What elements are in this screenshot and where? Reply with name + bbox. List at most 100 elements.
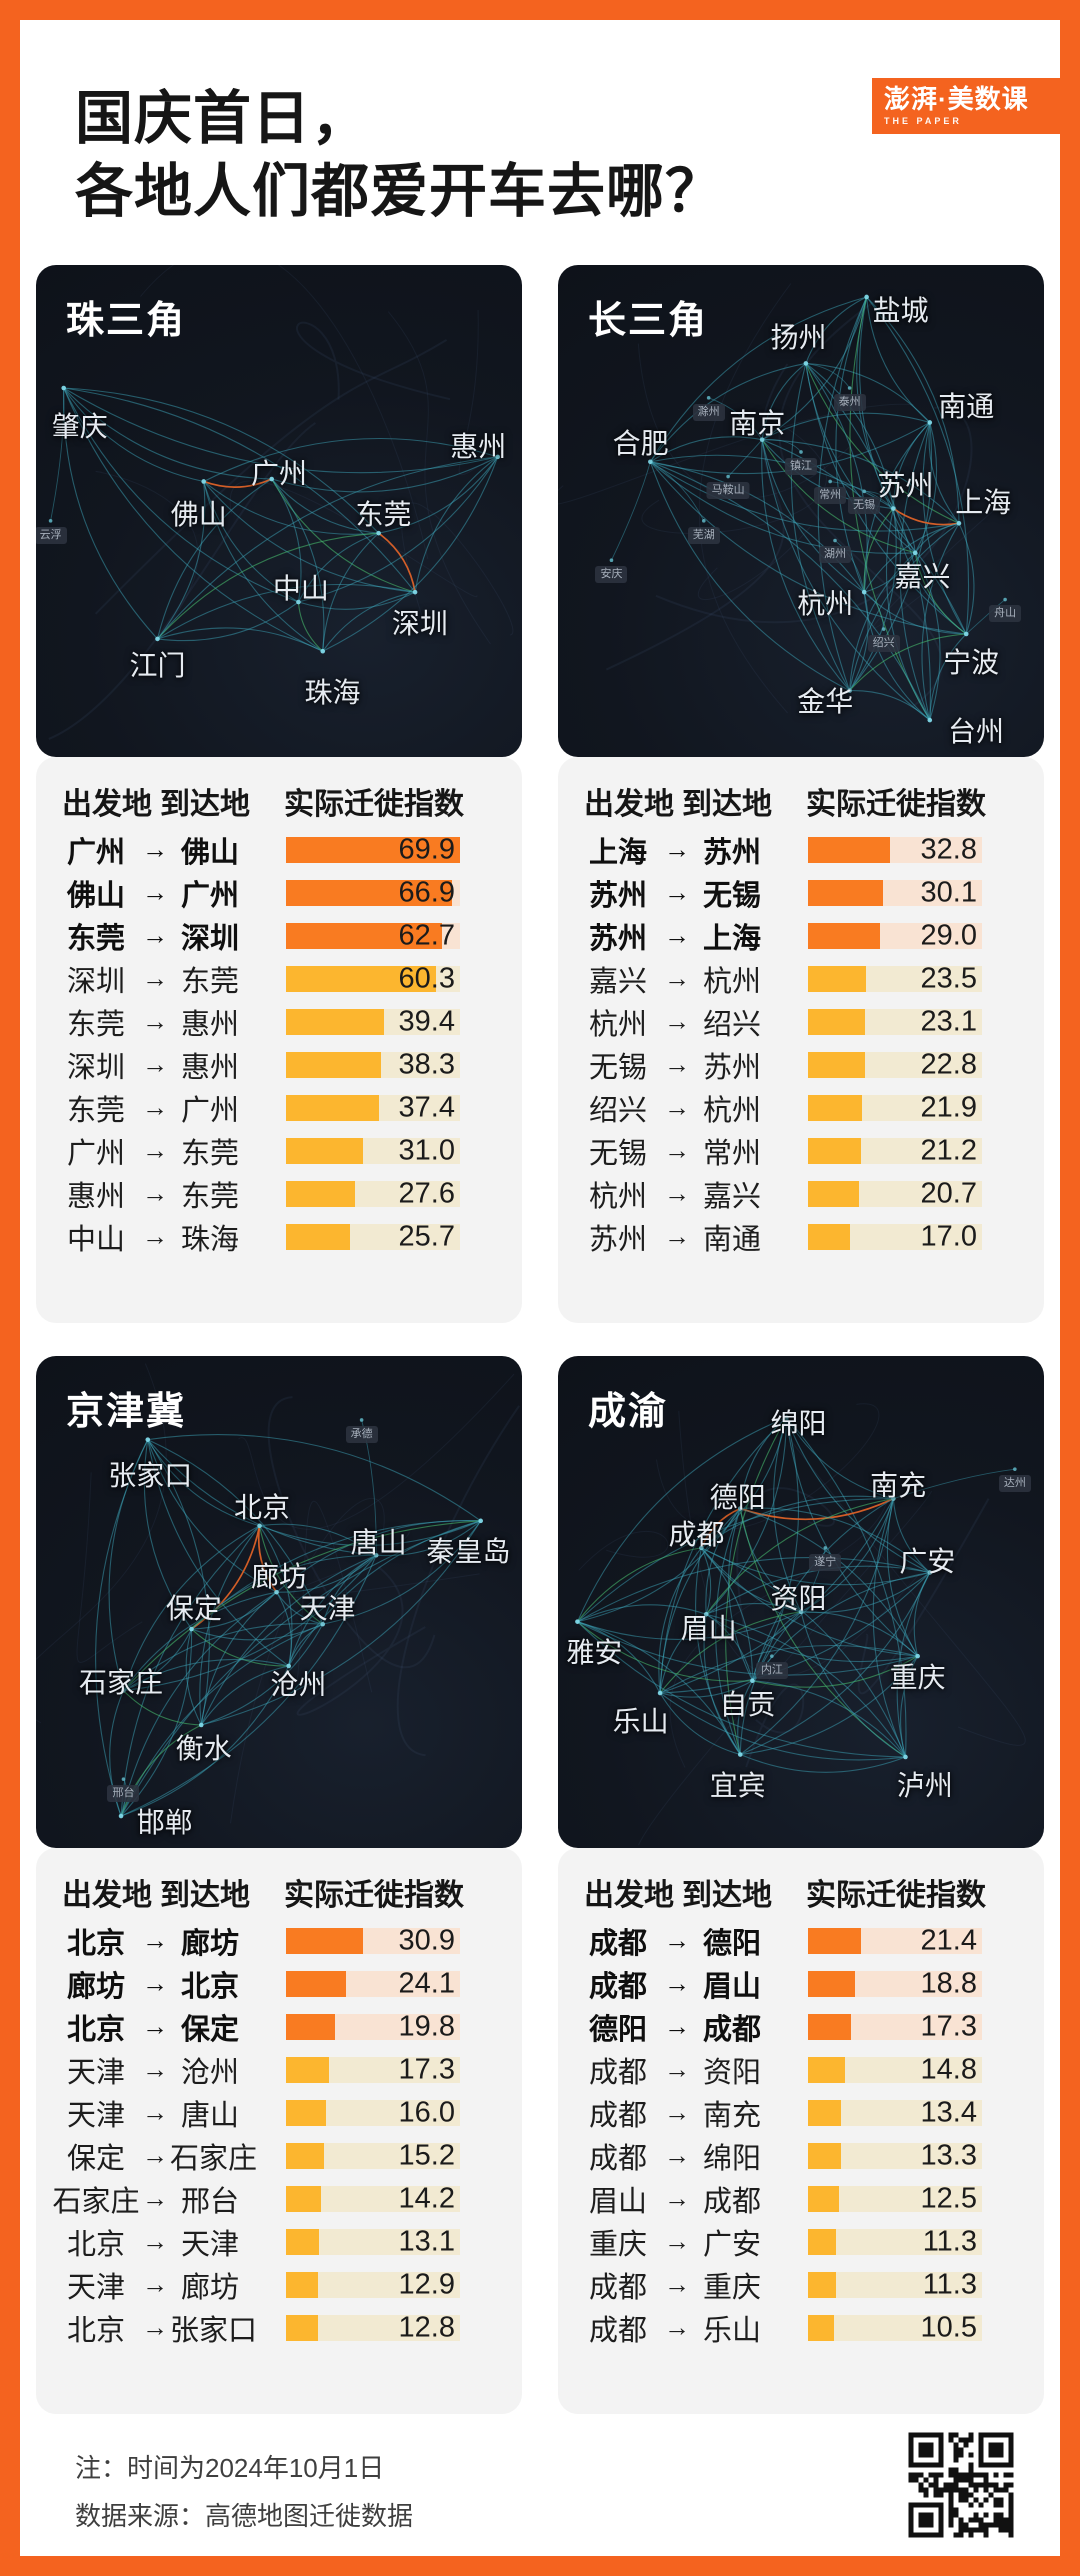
- migration-bar-fill: [286, 1137, 364, 1164]
- table-row: 绍兴 → 杭州 21.9: [558, 1089, 1044, 1127]
- map-region-title: 京津冀: [66, 1391, 187, 1433]
- footnotes: 注：时间为2024年10月1日 数据来源：高德地图迁徙数据: [75, 2444, 413, 2540]
- table-rows: 广州 → 佛山 69.9 佛山 → 广州 66.9 东莞 → 深圳 62.7 深圳 → 东莞 60.3 东莞 → 惠…: [36, 831, 522, 1261]
- migration-bar-fill: [286, 2099, 326, 2126]
- table-header: 出发地 到达地 实际迁徙指数: [36, 1870, 522, 1912]
- od-arrow-icon: →: [664, 834, 690, 864]
- migration-bar-fill: [286, 2142, 324, 2169]
- od-origin: 广州: [66, 1137, 125, 1170]
- map-city-label: 邯郸: [136, 1806, 193, 1838]
- od-origin: 苏州: [588, 1223, 647, 1256]
- od-arrow-icon: →: [664, 1049, 690, 1079]
- migration-bar-fill: [286, 1051, 382, 1078]
- od-origin: 惠州: [66, 1180, 125, 1213]
- od-origin: 无锡: [588, 1051, 647, 1084]
- migration-bar-fill: [808, 1008, 866, 1035]
- od-origin: 深圳: [66, 1051, 125, 1084]
- migration-bar: 21.9: [808, 1093, 982, 1122]
- table-row: 北京 → 保定 19.8: [36, 2008, 522, 2046]
- migration-bar-fill: [808, 2271, 837, 2298]
- migration-bar-fill: [808, 1970, 855, 1997]
- migration-bar: 14.8: [808, 2055, 982, 2084]
- map-minor-city-chip: 邢台: [107, 1785, 140, 1803]
- map-city-label: 泸州: [896, 1770, 953, 1802]
- migration-value: 12.9: [398, 2268, 455, 2300]
- od-arrow-icon: →: [142, 1092, 168, 1122]
- map-city-label: 佛山: [170, 499, 227, 531]
- header-migration-index: 实际迁徙指数: [806, 1879, 986, 1912]
- map-city-label: 杭州: [797, 588, 854, 620]
- migration-bar-fill: [286, 922, 442, 949]
- od-origin: 东莞: [66, 922, 125, 955]
- map-city-label: 宁波: [943, 647, 1000, 679]
- table-row: 惠州 → 东莞 27.6: [36, 1175, 522, 1213]
- od-destination: 惠州: [180, 1008, 239, 1041]
- table-header: 出发地 到达地 实际迁徙指数: [558, 1870, 1044, 1912]
- table-row: 苏州 → 南通 17.0: [558, 1218, 1044, 1256]
- migration-value: 15.2: [398, 2139, 455, 2171]
- migration-bar: 17.0: [808, 1222, 982, 1251]
- migration-value: 22.8: [920, 1048, 977, 1080]
- migration-table-pearl-river-delta: 出发地 到达地 实际迁徙指数 广州 → 佛山 69.9 佛山 → 广州 66.9 东莞 → 深圳 62…: [36, 757, 522, 1323]
- migration-bar-fill: [286, 2271, 319, 2298]
- od-arrow-icon: →: [142, 1178, 168, 1208]
- migration-table-chengdu-chongqing: 出发地 到达地 实际迁徙指数 成都 → 德阳 21.4 成都 → 眉山 18.8 德阳 → 成都 17…: [558, 1848, 1044, 2414]
- map-minor-city-chip: 绍兴: [867, 634, 900, 652]
- migration-bar: 22.8: [808, 1048, 982, 1080]
- od-arrow-icon: →: [664, 1925, 690, 1955]
- table-row: 东莞 → 惠州 39.4: [36, 1003, 522, 1041]
- map-city-label: 肇庆: [51, 410, 108, 442]
- page-title-line2: 各地人们都爱开车去哪？: [75, 159, 725, 225]
- migration-value: 62.7: [398, 919, 455, 951]
- od-arrow-icon: →: [142, 1135, 168, 1165]
- od-destination: 成都: [702, 2013, 761, 2046]
- od-destination: 天津: [180, 2228, 239, 2261]
- flow-map-beijing-tianjin-hebei: 京津冀 承德 邢台 张家口 北京 唐山 秦皇岛 廊坊 保定 天津 石家庄 沧州 衡水 邯郸: [36, 1356, 522, 1848]
- od-origin: 石家庄: [52, 2185, 140, 2218]
- od-destination: 常州: [702, 1137, 761, 1170]
- od-arrow-icon: →: [664, 1178, 690, 1208]
- od-arrow-icon: →: [664, 1135, 690, 1165]
- header-migration-index: 实际迁徙指数: [806, 788, 986, 821]
- od-arrow-icon: →: [142, 1049, 168, 1079]
- migration-bar-fill: [286, 1008, 384, 1035]
- migration-value: 31.0: [398, 1134, 455, 1166]
- od-origin: 杭州: [588, 1008, 647, 1041]
- od-destination: 廊坊: [180, 1927, 239, 1960]
- map-city-label: 南京: [729, 408, 786, 440]
- migration-value: 10.5: [920, 2311, 977, 2343]
- map-city-label: 上海: [955, 487, 1012, 519]
- migration-bar-fill: [808, 1137, 861, 1164]
- header-migration-index: 实际迁徙指数: [284, 1879, 464, 1912]
- flow-map-chengdu-chongqing: 成渝 达州 遂宁 内江 绵阳 南充 德阳 成都 广安 资阳 眉山 雅安 乐山 自贡 重庆 宜宾 泸州: [558, 1356, 1044, 1848]
- map-city-label: 德阳: [709, 1482, 766, 1514]
- table-row: 成都 → 德阳 21.4: [558, 1922, 1044, 1960]
- table-rows: 北京 → 廊坊 30.9 廊坊 → 北京 24.1 北京 → 保定 19.8 天津 → 沧州 17.3 天津 → 唐…: [36, 1922, 522, 2352]
- migration-bar: 30.9: [286, 1926, 460, 1955]
- od-arrow-icon: →: [664, 2140, 690, 2170]
- map-city-label: 天津: [299, 1592, 356, 1624]
- migration-value: 29.0: [920, 919, 977, 951]
- map-city-label: 重庆: [889, 1661, 946, 1693]
- migration-bar: 15.2: [286, 2139, 460, 2171]
- map-minor-city-chip: 遂宁: [809, 1553, 842, 1571]
- migration-value: 60.3: [398, 962, 455, 994]
- migration-bar: 14.2: [286, 2184, 460, 2213]
- od-destination: 杭州: [702, 965, 761, 998]
- table-row: 无锡 → 苏州 22.8: [558, 1046, 1044, 1084]
- od-destination: 南充: [702, 2099, 761, 2132]
- od-arrow-icon: →: [142, 877, 168, 907]
- migration-bar: 32.8: [808, 835, 982, 864]
- od-destination: 乐山: [702, 2314, 761, 2347]
- od-arrow-icon: →: [664, 1968, 690, 1998]
- migration-bar: 10.5: [808, 2311, 982, 2343]
- qr-code: [902, 2426, 1020, 2544]
- map-city-label: 北京: [233, 1492, 290, 1524]
- od-origin: 杭州: [588, 1180, 647, 1213]
- od-destination: 东莞: [180, 1180, 239, 1213]
- migration-value: 23.5: [920, 962, 977, 994]
- page-title: 国庆首日， 各地人们都爱开车去哪？: [75, 82, 724, 228]
- table-row: 北京 → 张家口 12.8: [36, 2309, 522, 2347]
- map-region-title: 长三角: [588, 300, 709, 342]
- od-destination: 东莞: [180, 1137, 239, 1170]
